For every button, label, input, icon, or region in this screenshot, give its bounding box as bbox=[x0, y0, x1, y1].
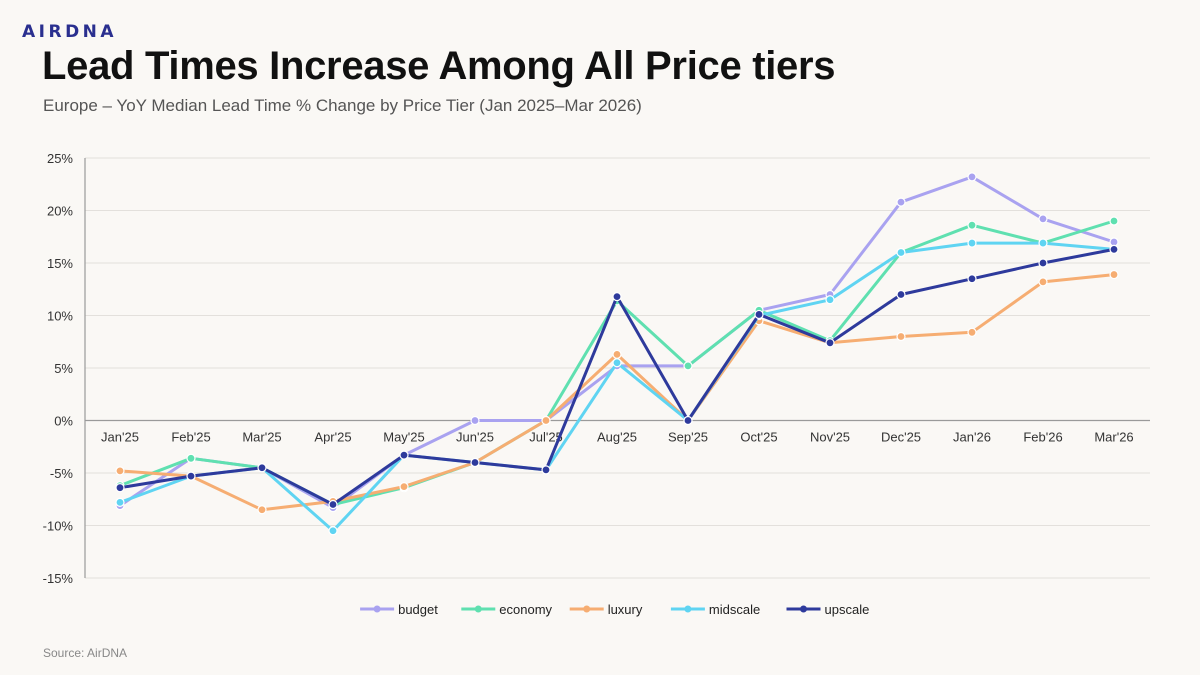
legend-label: upscale bbox=[825, 602, 870, 617]
legend-marker bbox=[684, 605, 692, 613]
x-tick-label: Jan'26 bbox=[953, 430, 991, 445]
data-point[interactable] bbox=[896, 289, 906, 300]
series-upscale bbox=[115, 244, 1119, 510]
legend-item-upscale[interactable]: upscale bbox=[786, 602, 870, 617]
data-point[interactable] bbox=[328, 526, 338, 536]
data-point[interactable] bbox=[896, 331, 906, 342]
data-point[interactable] bbox=[1038, 238, 1048, 248]
data-point[interactable] bbox=[967, 172, 977, 182]
chart-subtitle: Europe – YoY Median Lead Time % Change b… bbox=[43, 96, 642, 115]
y-tick-label: 25% bbox=[47, 151, 73, 166]
data-point[interactable] bbox=[541, 415, 551, 426]
data-point[interactable] bbox=[1038, 258, 1048, 268]
data-point[interactable] bbox=[896, 197, 906, 207]
legend-marker bbox=[800, 605, 807, 613]
y-tick-label: 15% bbox=[47, 256, 73, 271]
x-tick-label: Aug'25 bbox=[597, 430, 637, 445]
data-point[interactable] bbox=[612, 349, 622, 359]
legend-marker bbox=[583, 605, 591, 613]
data-point[interactable] bbox=[115, 466, 125, 476]
legend-marker bbox=[474, 605, 482, 613]
x-tick-label: Nov'25 bbox=[810, 430, 850, 445]
x-tick-label: Jun'25 bbox=[456, 430, 494, 445]
source-note: Source: AirDNA bbox=[43, 646, 128, 660]
series-line-midscale bbox=[118, 241, 1116, 533]
data-point[interactable] bbox=[825, 338, 835, 348]
y-tick-label: -10% bbox=[43, 519, 74, 534]
data-point[interactable] bbox=[257, 505, 267, 515]
data-point[interactable] bbox=[967, 238, 977, 248]
data-point[interactable] bbox=[1109, 269, 1119, 280]
data-point[interactable] bbox=[1109, 216, 1119, 226]
legend-item-midscale[interactable]: midscale bbox=[670, 602, 760, 617]
data-point[interactable] bbox=[399, 482, 409, 492]
legend-label: budget bbox=[398, 602, 438, 617]
data-point[interactable] bbox=[541, 465, 551, 475]
data-point[interactable] bbox=[683, 361, 693, 371]
data-point[interactable] bbox=[1109, 244, 1119, 254]
x-tick-label: Mar'26 bbox=[1094, 430, 1133, 445]
y-tick-label: 5% bbox=[54, 361, 73, 376]
chart-title: Lead Times Increase Among All Price tier… bbox=[42, 44, 836, 88]
data-point[interactable] bbox=[896, 247, 906, 258]
data-point[interactable] bbox=[967, 220, 977, 230]
data-point[interactable] bbox=[399, 450, 409, 460]
legend-label: midscale bbox=[709, 602, 760, 617]
data-point[interactable] bbox=[825, 295, 835, 305]
data-point[interactable] bbox=[186, 471, 196, 481]
legend-marker bbox=[373, 605, 381, 613]
data-point[interactable] bbox=[612, 358, 622, 368]
series-midscale bbox=[115, 238, 1119, 536]
legend: budget economy luxury midscale upscale bbox=[360, 602, 869, 617]
x-tick-label: Oct'25 bbox=[740, 430, 777, 445]
series-luxury bbox=[115, 269, 1119, 515]
legend-item-economy[interactable]: economy bbox=[461, 602, 553, 617]
y-tick-label: -15% bbox=[43, 571, 74, 586]
x-tick-label: Apr'25 bbox=[314, 430, 351, 445]
data-point[interactable] bbox=[328, 499, 338, 510]
legend-item-luxury[interactable]: luxury bbox=[569, 602, 643, 617]
data-point[interactable] bbox=[683, 415, 693, 426]
x-tick-label: Jan'25 bbox=[101, 430, 139, 445]
y-tick-label: 0% bbox=[54, 414, 73, 429]
data-point[interactable] bbox=[470, 415, 480, 426]
airdna-logo: AIRDNA bbox=[22, 22, 118, 42]
x-tick-label: Sep'25 bbox=[668, 430, 708, 445]
legend-label: luxury bbox=[608, 602, 643, 617]
legend-label: economy bbox=[499, 602, 552, 617]
data-point[interactable] bbox=[754, 309, 764, 320]
data-point[interactable] bbox=[967, 274, 977, 284]
data-point[interactable] bbox=[115, 497, 125, 507]
data-point[interactable] bbox=[1038, 277, 1048, 287]
series-line-upscale bbox=[118, 247, 1116, 506]
data-point[interactable] bbox=[612, 292, 622, 302]
x-tick-label: Mar'25 bbox=[242, 430, 281, 445]
data-point[interactable] bbox=[257, 463, 267, 473]
data-point[interactable] bbox=[115, 483, 125, 493]
y-tick-label: 20% bbox=[47, 204, 73, 219]
x-tick-label: Dec'25 bbox=[881, 430, 921, 445]
x-tick-label: Feb'25 bbox=[171, 430, 210, 445]
series-lines bbox=[115, 172, 1119, 536]
y-tick-label: 10% bbox=[47, 309, 73, 324]
grid-lines bbox=[85, 157, 1150, 579]
x-tick-label: Jul'25 bbox=[529, 430, 563, 445]
data-point[interactable] bbox=[186, 453, 196, 463]
data-point[interactable] bbox=[470, 457, 480, 468]
x-tick-label: Feb'26 bbox=[1023, 430, 1062, 445]
x-tick-label: May'25 bbox=[383, 430, 425, 445]
data-point[interactable] bbox=[967, 327, 977, 337]
data-point[interactable] bbox=[1038, 214, 1048, 224]
legend-item-budget[interactable]: budget bbox=[360, 602, 438, 617]
y-tick-label: -5% bbox=[50, 466, 74, 481]
axes: -15% -10% -5% 0% 5% 10% 15% 20% 25% Jan'25 Feb'25 M… bbox=[43, 151, 1134, 586]
